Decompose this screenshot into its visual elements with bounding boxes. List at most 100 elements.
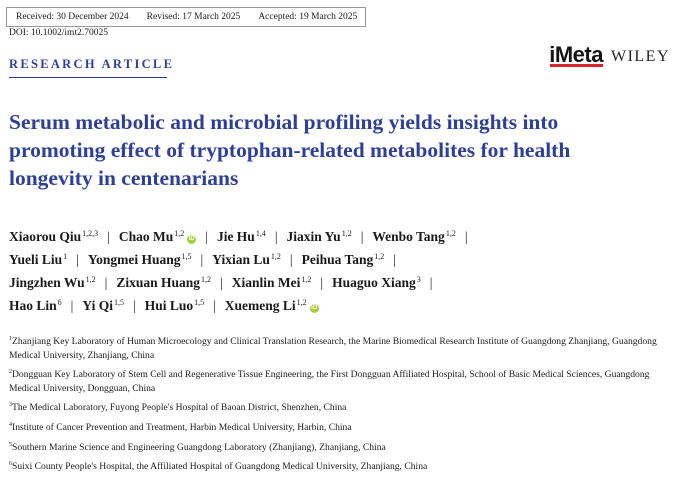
author-name[interactable]: Xianlin Mei1,2 (232, 275, 312, 290)
author-affiliation-marker: 3 (416, 275, 421, 284)
author-name-text: Wenbo Tang (372, 229, 445, 244)
author-name-text: Chao Mu (118, 229, 174, 244)
author-line: Jingzhen Wu1,2 | Zixuan Huang1,2 | Xianlin M… (9, 275, 674, 298)
author-separator: | (429, 275, 433, 290)
revised-date: Revised: 17 March 2025 (146, 12, 241, 22)
affiliation-number: 3 (9, 402, 12, 409)
author-separator: | (220, 275, 223, 290)
doi[interactable]: DOI: 10.1002/imt2.70025 (9, 28, 108, 38)
author-name-text: Zixuan Huang (116, 275, 201, 290)
affiliation-text: Suixi County People's Hospital, the Affi… (12, 461, 428, 473)
author-affiliation-marker: 1,4 (255, 229, 266, 238)
author-affiliation-marker: 1,2 (201, 275, 212, 284)
affiliation-number: 5 (9, 441, 12, 448)
author-affiliation-marker: 1 (63, 252, 68, 261)
affiliation-number: 4 (9, 421, 12, 428)
author-separator: | (107, 229, 110, 244)
author-name[interactable]: Jingzhen Wu1,2 (9, 275, 96, 290)
author-separator: | (274, 229, 278, 244)
affiliation-text: The Medical Laboratory, Fuyong People's … (12, 402, 347, 414)
author-name[interactable]: Zixuan Huang1,2 (116, 275, 211, 290)
author-name-text: Hao Lin (9, 298, 57, 313)
author-name[interactable]: Yi Qi1,5 (82, 298, 124, 313)
author-affiliation-marker: 1,2 (296, 298, 307, 307)
wiley-logo: WILEY (610, 48, 670, 65)
author-affiliation-marker: 6 (57, 298, 62, 307)
author-affiliation-marker: 1,2 (341, 229, 352, 238)
affiliation-item: 6Suixi County People's Hospital, the Aff… (9, 458, 674, 474)
author-affiliation-marker: 1,2 (174, 229, 185, 238)
author-name-text: Jie Hu (216, 229, 255, 244)
author-separator: | (289, 252, 293, 267)
publication-dates: Received: 30 December 2024 Revised: 17 M… (6, 7, 366, 27)
author-separator: | (320, 275, 324, 290)
author-name-text: Xuemeng Li (224, 298, 296, 313)
author-name-text: Jiaxin Yu (286, 229, 341, 244)
author-separator: | (132, 298, 136, 313)
author-separator: | (200, 252, 204, 267)
author-name-text: Huaguo Xiang (332, 275, 416, 290)
author-name[interactable]: Jiaxin Yu1,2 (287, 229, 352, 244)
affiliation-item: 1Zhanjiang Key Laboratory of Human Micro… (9, 333, 674, 362)
affiliation-number: 6 (9, 461, 12, 468)
author-separator: | (360, 229, 364, 244)
orcid-icon[interactable]: iD (309, 304, 319, 313)
affiliation-text: Zhanjiang Key Laboratory of Human Microe… (9, 336, 657, 361)
author-line: Yueli Liu1 | Yongmei Huang1,5 | Yixian Lu1,2… (9, 252, 674, 275)
author-affiliation-marker: 1,2 (85, 275, 96, 284)
author-separator: | (70, 298, 74, 313)
affiliation-item: 5Southern Marine Science and Engineering… (9, 439, 674, 455)
author-separator: | (393, 252, 396, 267)
author-name[interactable]: Yongmei Huang1,5 (88, 252, 192, 267)
journal-logo: iMeta WILEY (549, 42, 670, 68)
affiliation-item: 4Institute of Cancer Prevention and Trea… (9, 419, 674, 435)
author-name[interactable]: Hao Lin6 (9, 298, 62, 313)
affiliation-item: 2Dongguan Key Laboratory of Stem Cell an… (9, 366, 674, 395)
author-name-text: Yixian Lu (212, 252, 270, 267)
affiliation-number: 1 (9, 336, 12, 342)
author-name[interactable]: Yueli Liu1 (9, 252, 67, 267)
affiliation-text: Dongguan Key Laboratory of Stem Cell and… (9, 369, 650, 394)
received-date: Received: 30 December 2024 (16, 12, 129, 22)
imeta-logo-text: iMeta (549, 42, 603, 67)
author-name[interactable]: Wenbo Tang1,2 (372, 229, 455, 244)
author-affiliation-marker: 1,2 (374, 252, 385, 261)
author-line: Xiaorou Qiu1,2,3 | Chao Mu1,2iD | Jie Hu1,4 |… (9, 229, 674, 252)
author-name-text: Yongmei Huang (87, 252, 181, 267)
author-affiliation-marker: 1,5 (113, 298, 124, 307)
author-separator: | (205, 229, 208, 244)
author-name[interactable]: Yixian Lu1,2 (212, 252, 281, 267)
article-title: Serum metabolic and microbial profiling … (9, 110, 571, 190)
author-name[interactable]: Peihua Tang1,2 (302, 252, 385, 267)
author-affiliation-marker: 1,2,3 (82, 229, 99, 238)
author-name[interactable]: Xuemeng Li1,2iD (225, 298, 319, 313)
affiliation-list: 1Zhanjiang Key Laboratory of Human Micro… (9, 333, 674, 478)
author-affiliation-marker: 1,2 (445, 229, 456, 238)
author-name-text: Xianlin Mei (231, 275, 301, 290)
author-separator: | (464, 229, 468, 244)
imeta-logo: iMeta (549, 42, 603, 68)
accepted-date: Accepted: 19 March 2025 (258, 12, 358, 22)
author-name[interactable]: Jie Hu1,4 (217, 229, 266, 244)
affiliation-text: Institute of Cancer Prevention and Treat… (12, 421, 352, 433)
author-line: Hao Lin6 | Yi Qi1,5 | Hui Luo1,5 | Xuemeng Li1… (9, 298, 674, 321)
author-name-text: Jingzhen Wu (9, 275, 85, 290)
author-name-text: Xiaorou Qiu (9, 229, 82, 244)
author-name[interactable]: Hui Luo1,5 (145, 298, 204, 313)
author-name-text: Yueli Liu (9, 252, 63, 267)
author-separator: | (76, 252, 79, 267)
affiliation-text: Southern Marine Science and Engineering … (12, 441, 386, 453)
author-name[interactable]: Xiaorou Qiu1,2,3 (9, 229, 98, 244)
author-affiliation-marker: 1,5 (181, 252, 192, 261)
article-type-underline (9, 77, 167, 78)
author-separator: | (104, 275, 108, 290)
author-name[interactable]: Chao Mu1,2iD (118, 229, 197, 244)
author-affiliation-marker: 1,5 (194, 298, 205, 307)
imeta-logo-bar (550, 64, 603, 67)
author-name-text: Peihua Tang (301, 252, 374, 267)
author-name[interactable]: Huaguo Xiang3 (332, 275, 421, 290)
orcid-icon[interactable]: iD (187, 235, 197, 244)
author-list: Xiaorou Qiu1,2,3 | Chao Mu1,2iD | Jie Hu1,4 |… (9, 229, 674, 321)
author-affiliation-marker: 1,2 (270, 252, 281, 261)
article-type: RESEARCH ARTICLE (9, 57, 175, 71)
